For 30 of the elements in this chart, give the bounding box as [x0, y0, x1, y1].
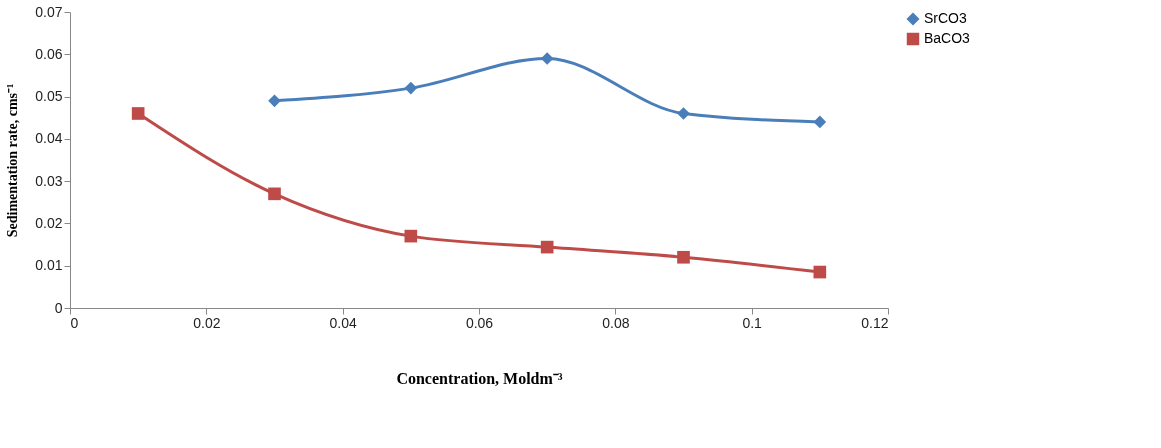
- x-tick-label: 0: [70, 314, 79, 331]
- point: [813, 115, 827, 129]
- legend-label: SrCO3: [924, 10, 967, 26]
- point: [813, 265, 827, 279]
- point: [540, 52, 554, 65]
- y-axis-title: Sedimentation rate, cms⁻¹: [5, 83, 21, 238]
- x-tick-label: 0.1: [742, 314, 763, 331]
- point: [131, 107, 145, 120]
- legend-label: BaCO3: [924, 30, 971, 46]
- y-tick-label: 0.04: [35, 130, 63, 147]
- point: [404, 229, 418, 243]
- y-tick-label: 0.03: [35, 172, 63, 189]
- point: [677, 250, 690, 264]
- y-tick-label: 0.07: [35, 3, 63, 20]
- y-tick-label: 0.01: [35, 257, 63, 274]
- point: [677, 107, 690, 120]
- point: [540, 240, 554, 254]
- point: [268, 94, 281, 108]
- y-tick-label: 0.02: [35, 214, 63, 231]
- x-tick-label: 0.02: [193, 314, 221, 331]
- x-tick-label: 0.12: [861, 314, 889, 331]
- point: [404, 81, 418, 95]
- x-tick-label: 0.08: [602, 314, 630, 331]
- x-axis-title: Concentration, Moldm⁻³: [396, 369, 563, 387]
- y-tick-label: 0.06: [35, 45, 63, 62]
- point: [268, 187, 281, 201]
- x-tick-label: 0.04: [329, 314, 357, 331]
- x-tick-label: 0.06: [465, 314, 494, 331]
- y-tick-label: 0: [54, 299, 63, 316]
- y-tick-label: 0.05: [35, 88, 63, 105]
